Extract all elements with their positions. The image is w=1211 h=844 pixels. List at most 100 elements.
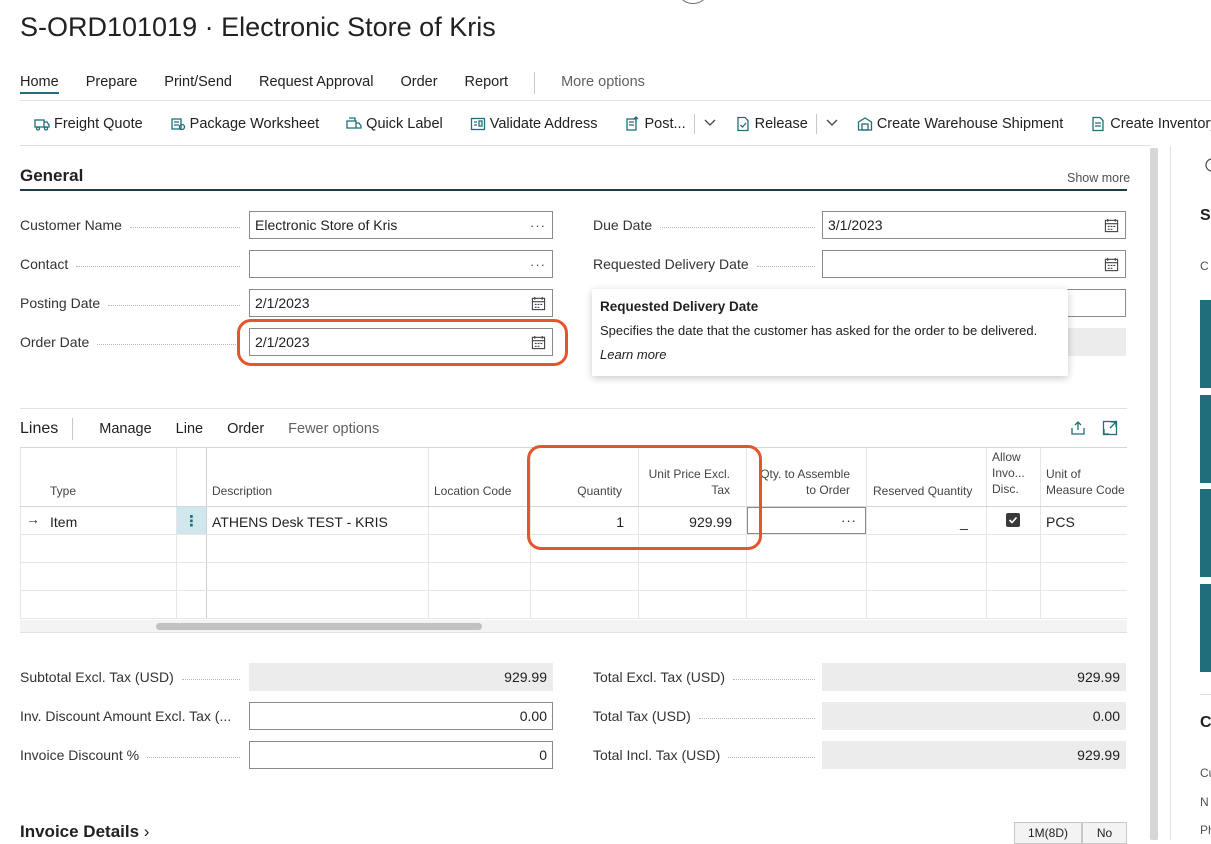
release-dropdown[interactable] [815,114,839,134]
factbox-tile[interactable] [1200,584,1211,672]
row-unit-price[interactable]: 929.99 [689,514,732,530]
menu-report[interactable]: Report [464,74,509,90]
menu-request-approval[interactable]: Request Approval [259,74,374,90]
col-header-unit-price-line1: Unit Price Excl. [648,467,730,481]
row-uom[interactable]: PCS [1046,514,1075,530]
calendar-icon[interactable] [1102,216,1120,234]
grid-vline [176,448,177,619]
menu-more-options[interactable]: More options [561,74,645,90]
grid-vline [530,448,531,619]
freight-quote-button[interactable]: Freight Quote [34,116,143,132]
invoice-discount-pct-field[interactable]: 0 [249,741,553,769]
post-button[interactable]: Post... [625,116,686,132]
col-header-unit-price[interactable]: Unit Price Excl. Tax [640,466,730,498]
warehouse-icon [857,116,873,132]
post-dropdown[interactable] [693,114,717,134]
label-icon [346,116,362,132]
lines-menu-order[interactable]: Order [227,421,265,437]
create-warehouse-shipment-button[interactable]: Create Warehouse Shipment [857,116,1063,132]
order-date-field[interactable]: 2/1/2023 [249,328,553,356]
show-more-link[interactable]: Show more [1067,171,1131,185]
menu-order[interactable]: Order [400,74,438,90]
release-icon [735,116,751,132]
menu-bar: Home Prepare Print/Send Request Approval… [20,72,672,94]
lines-menu-line[interactable]: Line [175,421,204,437]
row-quantity[interactable]: 1 [616,514,624,530]
horizontal-scroll-thumb[interactable] [156,623,482,630]
release-button[interactable]: Release [735,116,808,132]
col-header-allow-line3: Disc. [992,482,1019,496]
horizontal-scrollbar[interactable] [20,620,1127,633]
general-section-title[interactable]: General [20,166,84,185]
create-inventory-put-button[interactable]: Create Inventory Put- [1090,116,1211,132]
factbox-tile[interactable] [1200,395,1211,483]
menu-print-send[interactable]: Print/Send [164,74,232,90]
factbox-tile[interactable] [1200,300,1211,388]
lines-fewer-options[interactable]: Fewer options [288,421,380,437]
row-description[interactable]: ATHENS Desk TEST - KRIS [212,514,388,530]
invoice-details-no-button[interactable]: No [1082,822,1127,844]
lines-title[interactable]: Lines [20,420,59,437]
col-header-location-code[interactable]: Location Code [434,484,512,498]
customer-name-label: Customer Name [20,217,240,233]
checkmark-icon [1008,516,1018,524]
order-date-value: 2/1/2023 [255,334,310,350]
qty-to-assemble-input[interactable]: ··· [747,507,866,534]
invoice-details-period-button[interactable]: 1M(8D) [1014,822,1082,844]
total-excl-tax-label: Total Excl. Tax (USD) [593,669,815,685]
allow-invoice-disc-checkbox[interactable] [1006,513,1020,527]
col-header-reserved-quantity[interactable]: Reserved Quantity [873,484,973,498]
col-header-qty-to-assemble[interactable]: Qty. to Assemble to Order [748,466,850,498]
info-icon[interactable] [1200,158,1211,175]
package-worksheet-button[interactable]: Package Worksheet [170,116,319,132]
col-header-uom[interactable]: Unit of Measure Code [1046,466,1125,498]
calendar-icon[interactable] [529,333,547,351]
lines-menu-manage[interactable]: Manage [99,421,152,437]
validate-address-button[interactable]: Validate Address [470,116,598,132]
posting-date-field[interactable]: 2/1/2023 [249,289,553,317]
ellipsis-icon[interactable]: ··· [530,217,546,233]
customer-name-value: Electronic Store of Kris [255,217,398,233]
order-date-highlight [237,319,568,366]
col-header-description[interactable]: Description [212,484,273,498]
row-type[interactable]: Item [50,514,78,530]
due-date-label: Due Date [593,217,815,233]
share-icon[interactable] [1070,420,1086,439]
factbox-label-fragment: Cu [1200,766,1211,780]
ellipsis-icon[interactable]: ··· [530,256,546,272]
calendar-icon[interactable] [1102,255,1120,273]
factbox-label-fragment: Ph [1200,823,1211,837]
tooltip-title: Requested Delivery Date [600,299,759,314]
contact-field[interactable]: ··· [249,250,553,278]
learn-more-link[interactable]: Learn more [600,347,667,362]
posting-date-value: 2/1/2023 [255,295,310,311]
grid-vline [206,448,207,619]
factbox-label-fragment: N [1200,795,1209,809]
grid-vline [746,448,747,619]
calendar-icon[interactable] [529,294,547,312]
grid-vline [428,448,429,619]
grid-hline [20,590,1127,591]
factbox-tile[interactable] [1200,489,1211,577]
menu-home[interactable]: Home [20,72,59,94]
col-header-allow-invoice-disc[interactable]: Allow Invo... Disc. [992,449,1025,497]
factbox-divider [1170,146,1171,840]
quick-label-button[interactable]: Quick Label [346,116,443,132]
menu-prepare[interactable]: Prepare [85,74,138,90]
posting-date-label: Posting Date [20,295,240,311]
customer-name-field[interactable]: Electronic Store of Kris ··· [249,211,553,239]
col-header-quantity[interactable]: Quantity [577,484,622,498]
inv-discount-amount-field[interactable]: 0.00 [249,702,553,730]
due-date-field[interactable]: 3/1/2023 [822,211,1126,239]
post-icon [625,116,641,132]
ellipsis-icon[interactable]: ··· [841,513,857,528]
vertical-scrollbar[interactable] [1150,148,1158,840]
expand-icon[interactable] [1102,420,1118,439]
row-actions-icon[interactable]: ⋮ [177,507,206,534]
chevron-right-icon: › [143,822,150,841]
invoice-details-title[interactable]: Invoice Details › [20,822,149,842]
col-header-type[interactable]: Type [50,484,77,498]
row-reserved-quantity[interactable]: _ [960,514,968,530]
package-icon [170,116,186,132]
requested-delivery-date-field[interactable] [822,250,1126,278]
